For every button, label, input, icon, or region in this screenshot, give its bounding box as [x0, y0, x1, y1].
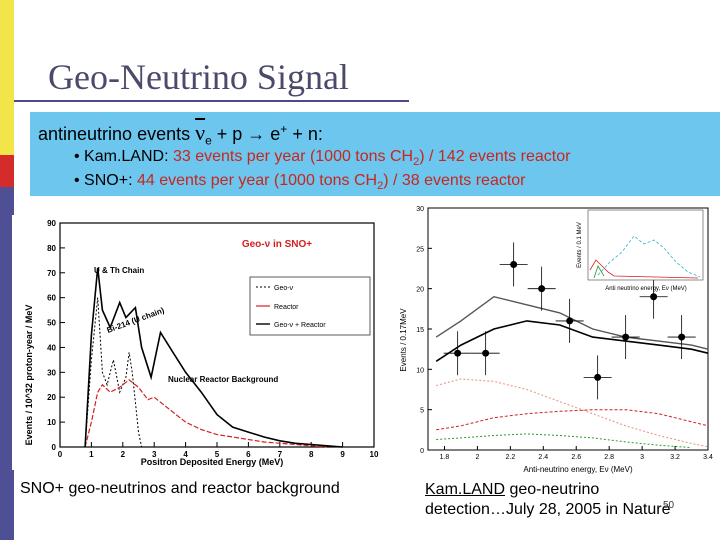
slide-title: Geo-Neutrino Signal: [48, 57, 349, 97]
y-tick-label: 10: [47, 418, 56, 427]
x-tick-label: 5: [215, 450, 220, 459]
equation-prefix: antineutrino events: [38, 124, 196, 144]
bullet-label: • Kam.LAND:: [74, 148, 173, 165]
data-point: [650, 293, 658, 301]
bullet-label: • SNO+:: [74, 172, 137, 189]
right-ylabel: Events / 0.17MeV: [399, 308, 408, 372]
annotation-reactor: Nuclear Reactor Background: [168, 375, 278, 384]
y-tick-label: 50: [47, 319, 56, 328]
right-xlabel: Anti-neutrino energy, Eν (MeV): [523, 465, 633, 474]
series-line-4: [436, 433, 692, 449]
data-point: [622, 333, 630, 341]
bullet-kamland: • Kam.LAND: 33 events per year (1000 ton…: [74, 148, 570, 168]
data-point: [538, 285, 546, 293]
bullet-text: 44 events per year (1000 tons CH: [136, 172, 378, 189]
x-tick-label: 1: [89, 450, 94, 459]
x-tick-label: 0: [58, 450, 63, 459]
series-line-1: [435, 320, 709, 362]
x-tick-label: 1.8: [440, 454, 450, 461]
y-tick-label: 60: [47, 294, 56, 303]
y-tick-label: 0: [420, 448, 424, 455]
left-ylabel: Events / 10^32 proton-year / MeV: [24, 305, 34, 446]
kamland-spectrum-chart: 0 5 10 15 20 25 30 1.8 2 2.2 2.4 2.6 2.8 3 3.2 3.4 Even…: [398, 200, 713, 475]
x-tick-label: 2.2: [505, 454, 515, 461]
legend-geo: Geo-ν: [274, 285, 294, 292]
nu-symbol: ν: [195, 120, 206, 145]
caption-left: SNO+ geo-neutrinos and reactor backgroun…: [20, 480, 340, 497]
x-tick-label: 2.4: [538, 454, 548, 461]
annotation-chain: U & Th Chain: [94, 266, 144, 275]
y-tick-label: 20: [416, 287, 424, 294]
data-point: [566, 317, 574, 325]
data-point: [678, 333, 686, 341]
kamland-link[interactable]: Kam.LAND: [425, 481, 506, 498]
y-tick-label: 25: [416, 246, 424, 253]
positron-sup: +: [280, 122, 288, 136]
bullet-text: 33 events per year (1000 tons CH: [172, 148, 414, 165]
bullet-text: ) / 38 events reactor: [383, 172, 526, 189]
bullet-text: ) / 142 events reactor: [419, 148, 571, 165]
info-band: antineutrino events νe + p → e+ + n: • K…: [30, 112, 720, 196]
y-tick-label: 5: [420, 408, 424, 415]
x-tick-label: 3.2: [670, 454, 680, 461]
data-point: [510, 260, 518, 268]
x-tick-label: 2: [121, 450, 126, 459]
title-underline: [14, 100, 409, 102]
y-tick-label: 20: [47, 393, 56, 402]
y-tick-label: 90: [47, 219, 56, 228]
x-tick-label: 7: [278, 450, 283, 459]
slide-number: 50: [663, 500, 675, 511]
series-line-3: [436, 409, 709, 431]
series-line-0: [84, 297, 143, 448]
legend-reactor: Reactor: [274, 304, 299, 311]
snoplus-spectrum-chart: 0 10 20 30 40 50 60 70 80 90 0 1 2 3 4 5 6 7 8 9 10 Events /…: [12, 215, 382, 470]
data-point: [594, 373, 602, 381]
x-tick-label: 2.6: [571, 454, 581, 461]
nu-subscript: e: [205, 133, 212, 148]
series-line-2: [436, 378, 709, 448]
x-tick-label: 9: [340, 450, 345, 459]
left-xlabel: Positron Deposited Energy (MeV): [141, 457, 284, 467]
kamland-inset: Events / 0.1 MeV Anti neutrino energy, E…: [577, 209, 704, 292]
y-tick-label: 70: [47, 269, 56, 278]
y-tick-label: 10: [416, 367, 424, 374]
caption-right-line2: detection…July 28, 2005 in Nature: [425, 501, 671, 518]
accent-strip-yellow: [0, 0, 14, 155]
bullet-snoplus: • SNO+: 44 events per year (1000 tons CH…: [74, 172, 526, 192]
left-title: Geo-ν in SNO+: [242, 239, 312, 250]
y-tick-label: 30: [47, 368, 56, 377]
series-line-1: [84, 379, 327, 448]
x-tick-label: 2.8: [604, 454, 614, 461]
x-tick-label: 3: [152, 450, 157, 459]
x-tick-label: 3: [640, 454, 644, 461]
inset-xlabel: Anti neutrino energy, Eν (MeV): [605, 286, 687, 292]
y-tick-label: 40: [47, 343, 56, 352]
data-point: [482, 349, 490, 357]
x-tick-label: 2: [475, 454, 479, 461]
y-tick-label: 30: [416, 206, 424, 213]
series-line-2: [84, 267, 343, 448]
legend-total: Geo-ν + Reactor: [274, 322, 326, 329]
x-tick-label: 10: [370, 450, 379, 459]
x-tick-label: 4: [183, 450, 188, 459]
bullet-sub: 2: [413, 156, 420, 169]
accent-strip-purple: [0, 187, 14, 540]
x-tick-label: 6: [246, 450, 251, 459]
chart-legend: Geo-ν Reactor Geo-ν + Reactor: [249, 276, 371, 336]
y-tick-label: 80: [47, 244, 56, 253]
caption-right-rest: geo-neutrino: [505, 481, 600, 498]
y-tick-label: 15: [416, 327, 424, 334]
inset-ylabel: Events / 0.1 MeV: [577, 222, 583, 268]
x-tick-label: 8: [309, 450, 314, 459]
reaction-equation: antineutrino events νe + p → e+ + n:: [38, 120, 323, 148]
data-point: [454, 349, 462, 357]
x-tick-label: 3.4: [703, 454, 713, 461]
caption-right: Kam.LAND geo-neutrino detection…July 28, …: [425, 480, 670, 520]
equation-tail: + n:: [287, 124, 323, 144]
equation-rest: + p → e: [211, 124, 281, 144]
accent-strip-red: [0, 155, 14, 187]
bullet-sub: 2: [377, 180, 384, 193]
y-tick-label: 0: [52, 443, 57, 452]
